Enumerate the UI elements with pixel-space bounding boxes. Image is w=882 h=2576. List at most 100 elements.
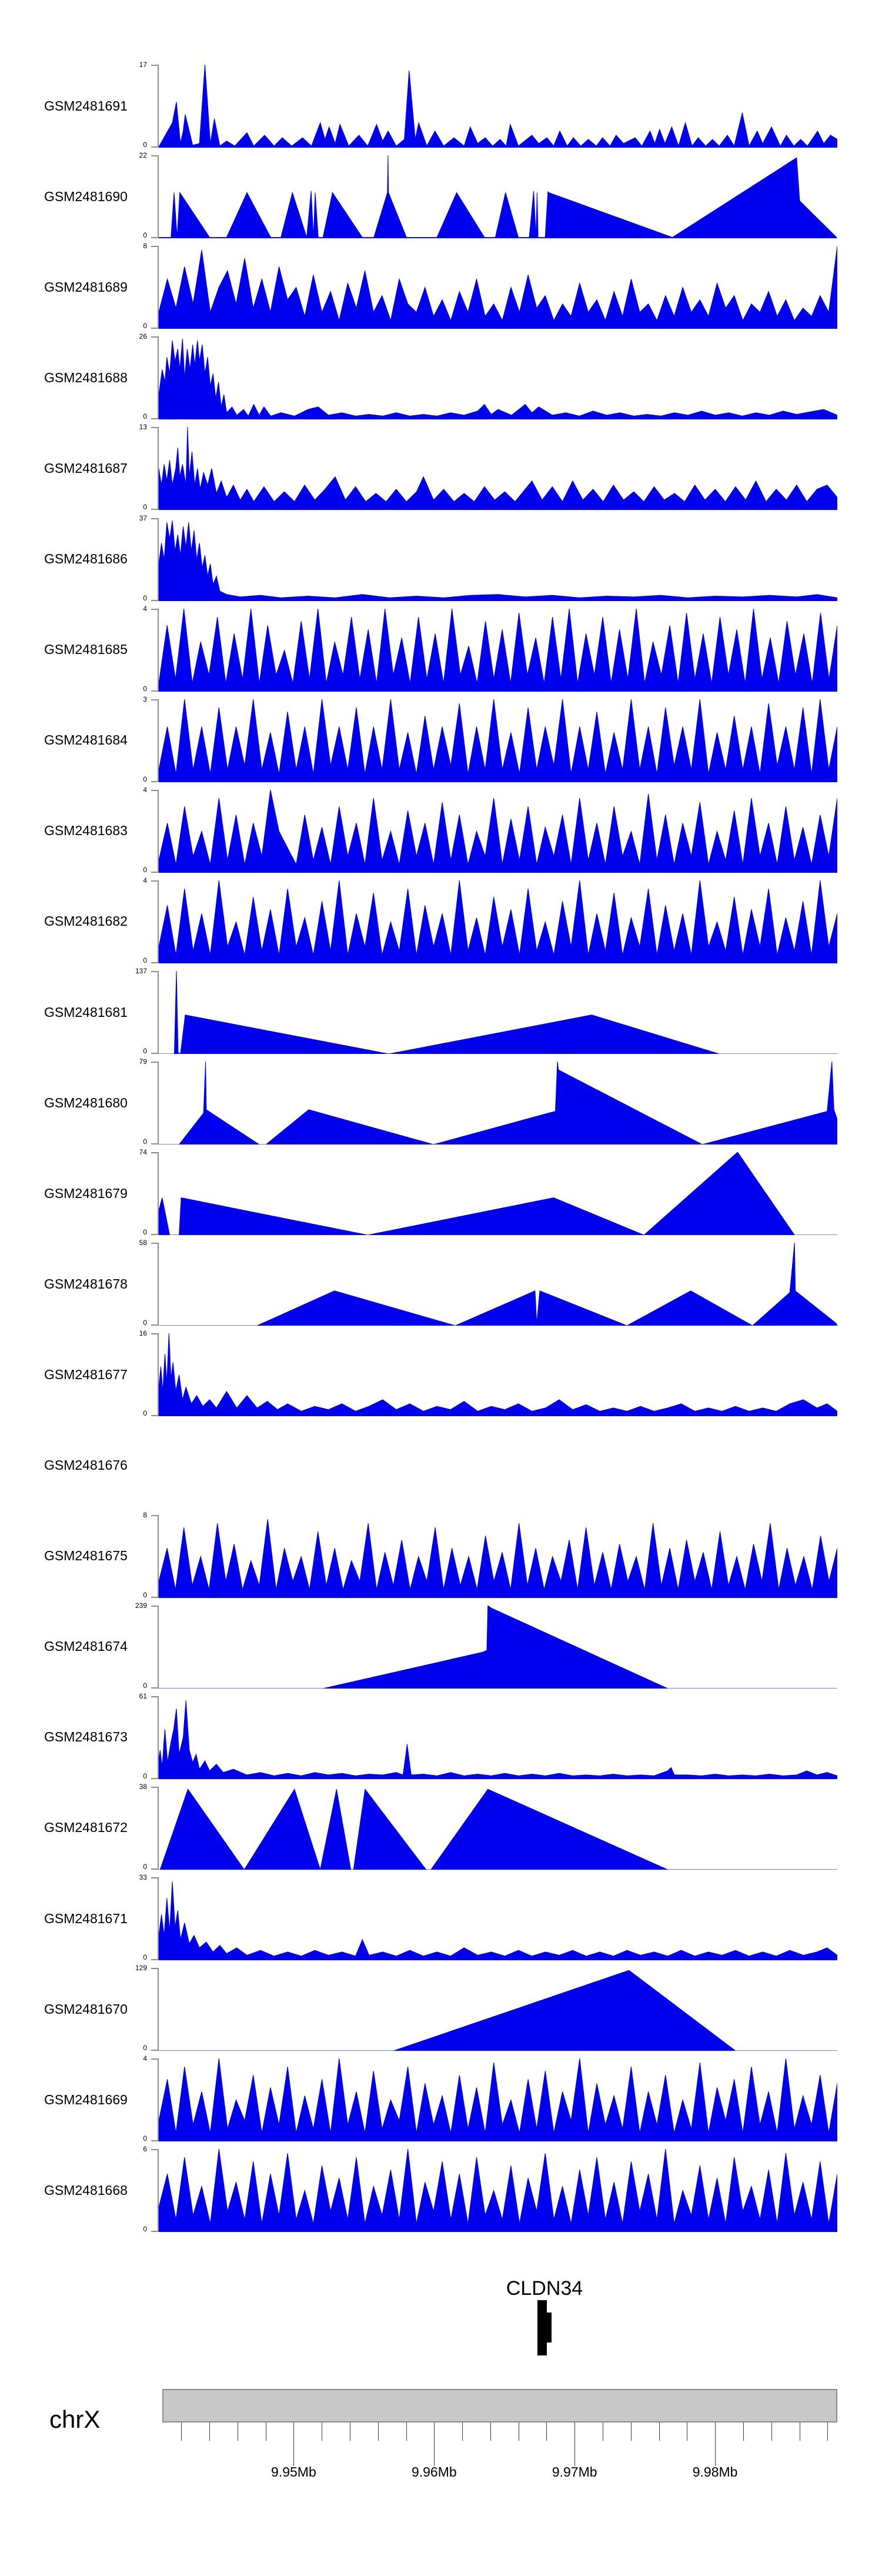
y-axis-max-label: 13 xyxy=(139,423,147,432)
track-row: GSM2481690 22 0 xyxy=(0,151,882,241)
track-row: GSM2481691 17 0 xyxy=(0,60,882,151)
y-axis-zero-label: 0 xyxy=(143,1319,147,1327)
y-axis-line xyxy=(151,2058,159,2142)
axis-minor-tick xyxy=(771,2422,772,2441)
y-axis-zero-label: 0 xyxy=(143,231,147,240)
y-axis-max-label: 8 xyxy=(143,1510,147,1519)
coverage-signal-area xyxy=(159,339,837,420)
signal-plot xyxy=(159,65,837,148)
y-axis-line xyxy=(151,1333,159,1417)
track-label: GSM2481677 xyxy=(44,1366,128,1382)
track-row: GSM2481686 37 0 xyxy=(0,513,882,604)
signal-plot xyxy=(159,608,837,692)
y-axis-max-label: 61 xyxy=(139,1691,147,1700)
y-axis-zero-label: 0 xyxy=(143,593,147,602)
y-axis-line xyxy=(151,1152,159,1236)
y-axis-zero-label: 0 xyxy=(143,141,147,149)
y-axis-max-label: 4 xyxy=(143,876,147,885)
coverage-signal-area xyxy=(159,1788,837,1870)
signal-plot xyxy=(159,1605,837,1689)
axis-tick-label: 9.96Mb xyxy=(411,2464,457,2480)
track-label: GSM2481678 xyxy=(44,1276,128,1292)
coverage-signal-area xyxy=(159,880,837,963)
y-axis-line xyxy=(151,880,159,963)
track-label: GSM2481676 xyxy=(44,1457,128,1473)
track-label: GSM2481691 xyxy=(44,98,128,114)
y-axis-zero-label: 0 xyxy=(143,775,147,783)
y-axis-zero-label: 0 xyxy=(143,1590,147,1599)
y-axis-max-label: 33 xyxy=(139,1873,147,1881)
coverage-signal-area xyxy=(159,699,837,782)
y-axis-max-label: 74 xyxy=(139,1148,147,1157)
signal-plot xyxy=(159,1877,837,1960)
y-axis-zero-label: 0 xyxy=(143,1047,147,1055)
track-label: GSM2481668 xyxy=(44,2182,128,2198)
track-label: GSM2481672 xyxy=(44,1820,128,1836)
axis-minor-tick xyxy=(630,2422,632,2441)
signal-plot xyxy=(159,1787,837,1870)
track-label: GSM2481685 xyxy=(44,642,128,658)
track-label: GSM2481688 xyxy=(44,369,128,385)
y-axis-max-label: 129 xyxy=(135,1964,147,1973)
coverage-signal-area xyxy=(159,1062,837,1145)
track-label: GSM2481671 xyxy=(44,1910,128,1926)
y-axis-zero-label: 0 xyxy=(143,2225,147,2234)
track-row: GSM2481677 16 0 xyxy=(0,1329,882,1419)
signal-plot xyxy=(159,336,837,420)
axis-major-tick xyxy=(715,2422,716,2466)
track-row: GSM2481675 8 0 xyxy=(0,1510,882,1601)
y-axis-line xyxy=(151,2149,159,2233)
coverage-signal-area xyxy=(159,65,837,148)
y-axis-line xyxy=(151,1696,159,1779)
track-row: GSM2481689 8 0 xyxy=(0,241,882,332)
gene-exon-box xyxy=(537,2313,552,2343)
track-row: GSM2481674 239 0 xyxy=(0,1601,882,1691)
y-axis-max-label: 37 xyxy=(139,513,147,522)
axis-major-tick xyxy=(574,2422,576,2466)
coverage-signal-area xyxy=(159,1881,837,1960)
axis-major-tick xyxy=(434,2422,435,2466)
y-axis-line xyxy=(151,1514,159,1598)
signal-plot xyxy=(159,789,837,873)
coverage-signal-area xyxy=(159,1333,837,1417)
track-row: GSM2481683 4 0 xyxy=(0,785,882,876)
y-axis-line xyxy=(151,699,159,782)
signal-plot xyxy=(159,1152,837,1236)
axis-minor-tick xyxy=(659,2422,660,2441)
track-label: GSM2481684 xyxy=(44,732,128,748)
y-axis-line xyxy=(151,1062,159,1145)
axis-minor-tick xyxy=(181,2422,182,2441)
y-axis-line xyxy=(151,336,159,420)
coverage-signal-area xyxy=(159,1519,837,1598)
track-label: GSM2481673 xyxy=(44,1729,128,1745)
y-axis-max-label: 4 xyxy=(143,604,147,613)
y-axis-max-label: 22 xyxy=(139,151,147,160)
y-axis-zero-label: 0 xyxy=(143,1137,147,1146)
y-axis-zero-label: 0 xyxy=(143,865,147,874)
signal-plot xyxy=(159,2058,837,2142)
track-label: GSM2481687 xyxy=(44,460,128,476)
coverage-signal-area xyxy=(159,427,837,510)
axis-minor-tick xyxy=(377,2422,379,2441)
y-axis-line xyxy=(151,518,159,601)
axis-tick-label: 9.95Mb xyxy=(271,2464,316,2480)
coverage-signal-area xyxy=(159,971,837,1054)
coverage-signal-area xyxy=(159,1700,837,1779)
axis-minor-tick xyxy=(462,2422,463,2441)
coverage-signal-area xyxy=(159,155,837,239)
signal-plot xyxy=(159,1968,837,2051)
y-axis-max-label: 4 xyxy=(143,2054,147,2063)
track-row: GSM2481685 4 0 xyxy=(0,604,882,695)
track-label: GSM2481670 xyxy=(44,2001,128,2017)
y-axis-zero-label: 0 xyxy=(143,684,147,693)
y-axis-line xyxy=(151,246,159,329)
track-row: GSM2481681 137 0 xyxy=(0,966,882,1057)
y-axis-max-label: 38 xyxy=(139,1782,147,1791)
y-axis-zero-label: 0 xyxy=(143,1681,147,1690)
track-row: GSM2481684 3 0 xyxy=(0,695,882,785)
y-axis-line xyxy=(151,789,159,873)
y-axis-line xyxy=(151,427,159,510)
track-row: GSM2481673 61 0 xyxy=(0,1691,882,1782)
signal-plot xyxy=(159,1333,837,1417)
